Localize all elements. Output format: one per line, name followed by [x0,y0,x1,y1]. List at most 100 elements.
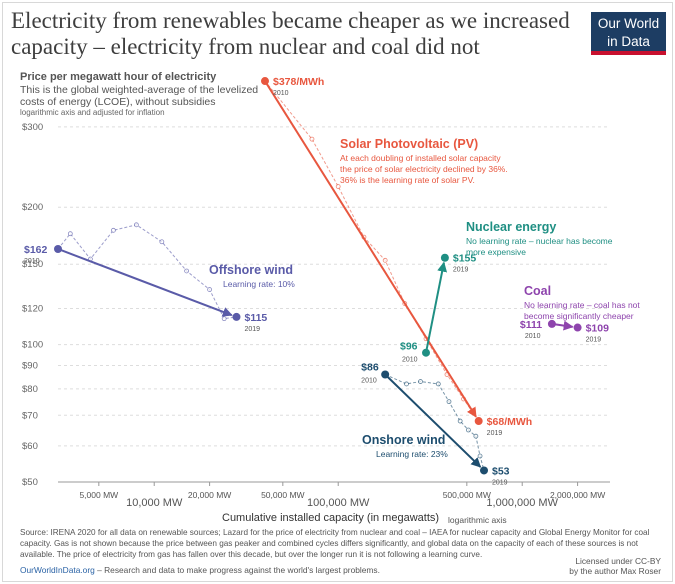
axis-note: logarithmic axis and adjusted for inflat… [20,108,165,117]
annual-point [221,316,227,322]
end-year-label: 2019 [492,479,508,486]
series-annotation-line: Learning rate: 10% [223,279,295,289]
x-tick-label: 500,000 MW [443,490,491,500]
end-year-label: 2019 [453,267,469,274]
start-value-label: $86 [361,362,379,374]
x-tick-label: 5,000 MW [79,490,118,500]
annual-point [335,184,341,189]
y-tick-label: $300 [22,122,43,133]
y-tick-label: $100 [22,340,43,351]
annual-point [477,453,483,459]
y-tick-label: $200 [22,202,43,213]
annual-point [110,227,116,233]
trend-arrow [384,373,482,468]
series-name-label: Offshore wind [209,263,293,277]
start-point [54,244,62,253]
owid-link[interactable]: OurWorldInData.org [20,565,95,575]
x-tick-label: 2,000,000 MW [550,490,605,500]
logo-line2: in Data [607,34,650,49]
license-line1: Licensed under CC-BY [575,556,661,566]
series-annotation-line: No learning rate – nuclear has become [466,236,613,246]
start-value-label: $96 [400,341,418,353]
annual-point [207,287,212,292]
end-value-label: $109 [586,323,610,335]
trend-arrow [425,261,448,353]
license-note: Licensed under CC-BY by the author Max R… [531,556,661,576]
series-annotation-line: At each doubling of installed solar capa… [340,153,501,163]
y-tick-label: $150 [22,259,43,270]
series-name-label: Coal [524,284,551,298]
annual-path [57,224,237,320]
y-tick-label: $120 [22,303,43,314]
annual-point [309,136,315,142]
start-year-label: 2010 [24,258,40,265]
license-line2: by the author Max Roser [569,566,661,576]
x-axis-title: Cumulative installed capacity (in megawa… [222,512,440,524]
end-point [232,312,241,321]
y-tick-label: $70 [22,410,38,421]
footer: OurWorldInData.org – Research and data t… [20,565,380,575]
end-year-label: 2019 [244,326,260,333]
annual-point [133,222,139,228]
trend-arrow [264,80,477,418]
annual-point [457,418,463,424]
end-point [440,253,449,262]
chart-title: Electricity from renewables became cheap… [11,8,570,59]
x-tick-label: 50,000 MW [261,490,304,500]
start-year-label: 2010 [402,357,418,364]
y-axis-title: Price per megawatt hour of electricity [20,71,217,83]
series-annotation-line: 36% is the learning rate of solar PV. [340,175,475,185]
start-value-label: $111 [520,319,542,331]
annual-point [404,381,409,387]
end-point [480,466,489,475]
series-annotation-line: the price of solar electricity declined … [340,164,508,174]
annual-point [382,257,388,263]
annual-point [446,399,452,405]
start-point [381,370,390,379]
x-axis-note: logarithmic axis [448,515,507,525]
y-tick-label: $50 [22,477,38,488]
y-tick-label: $60 [22,441,38,452]
series-name-label: Nuclear energy [466,220,556,234]
series-name-label: Onshore wind [362,433,445,447]
end-value-label: $115 [244,312,267,324]
series-name-label: Solar Photovoltaic (PV) [340,137,478,151]
x-tick-label: 10,000 MW [126,497,183,509]
annual-point [466,427,471,433]
start-point [422,348,430,357]
annual-point [418,379,423,384]
owid-logo[interactable]: Our World in Data [591,12,666,55]
end-value-label: $53 [492,465,510,477]
x-tick-label: 20,000 MW [188,490,231,500]
end-value-label: $155 [453,253,477,265]
source-note: Source: IRENA 2020 for all data on renew… [20,528,650,559]
annual-point [473,433,479,439]
end-point [474,417,483,426]
x-tick-label: 100,000 MW [307,497,370,509]
x-tick-label: 1,000,000 MW [486,497,558,509]
start-year-label: 2010 [273,90,289,97]
annual-point [67,231,73,237]
y-tick-label: $80 [22,384,38,395]
annual-point [159,239,165,245]
series-annotation-line: become significantly cheaper [524,311,634,321]
end-point [573,323,582,332]
start-point [547,319,556,328]
series-annotation-line: more expensive [466,247,526,257]
start-year-label: 2010 [525,333,541,340]
y-tick-label: $90 [22,360,38,371]
annual-path [264,80,480,422]
trend-arrow [57,248,233,317]
annual-point [184,268,190,274]
series-annotation-line: No learning rate – coal has not [524,300,640,310]
start-point [260,77,269,86]
series-annotation-line: Learning rate: 23% [376,449,448,459]
annual-path [384,374,485,471]
start-value-label: $162 [24,244,48,256]
annual-point [435,381,441,387]
logo-line1: Our World [597,16,660,31]
footer-text: – Research and data to make progress aga… [94,565,380,575]
end-year-label: 2019 [487,430,503,437]
